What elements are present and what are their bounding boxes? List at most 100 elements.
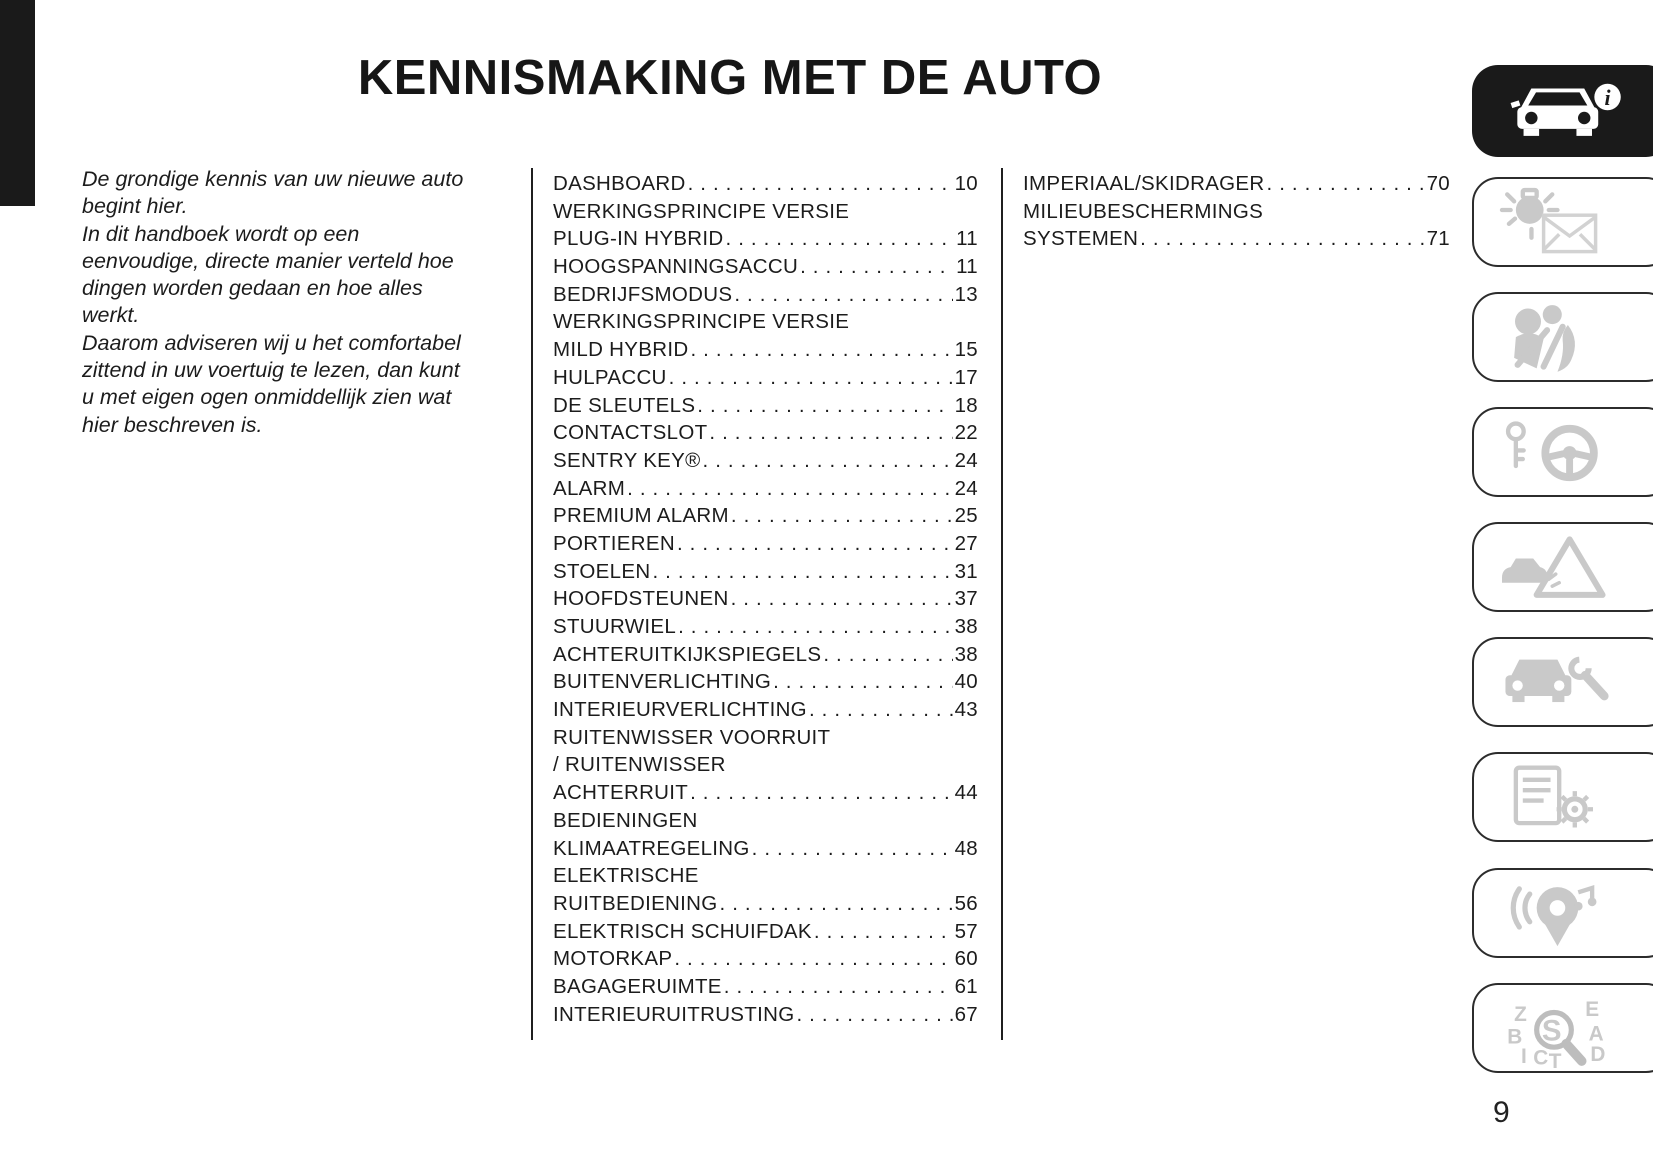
toc-entry-label: ACHTERRUIT	[553, 781, 689, 805]
chapter-button-emergency[interactable]	[1472, 522, 1653, 612]
toc-leader-dots	[678, 613, 953, 641]
toc-entry-page: 17	[954, 365, 978, 389]
toc-entry[interactable]: MILD HYBRID 15	[553, 336, 978, 364]
toc-entry-label: WERKINGSPRINCIPE VERSIE	[553, 310, 850, 334]
toc-leader-dots	[752, 835, 953, 863]
toc-entry-label: / RUITENWISSER	[553, 753, 726, 777]
toc-entry[interactable]: PLUG-IN HYBRID 11	[553, 225, 978, 253]
toc-leader-dots	[720, 890, 953, 918]
toc-entry[interactable]: MILIEUBESCHERMINGS	[1023, 198, 1450, 226]
toc-entry[interactable]: SYSTEMEN 71	[1023, 225, 1450, 253]
toc-entry[interactable]: STOELEN 31	[553, 558, 978, 586]
toc-entry-page: 48	[954, 836, 978, 860]
multimedia-icon	[1510, 885, 1597, 947]
toc-divider-right	[1001, 168, 1003, 1040]
toc-entry-label: BUITENVERLICHTING	[553, 670, 772, 694]
toc-entry[interactable]: STUURWIEL 38	[553, 613, 978, 641]
toc-entry-label: BAGAGERUIMTE	[553, 974, 722, 998]
toc-entry[interactable]: SENTRY KEY® 24	[553, 447, 978, 475]
toc-entry-page: 44	[954, 781, 978, 805]
toc-entry-page: 15	[954, 338, 978, 362]
toc-entry-page: 71	[1426, 227, 1450, 251]
chapter-button-warning-lights-messages[interactable]	[1472, 177, 1653, 267]
toc-entry[interactable]: KLIMAATREGELING 48	[553, 835, 978, 863]
intro-line: In dit handboek wordt op een	[82, 221, 360, 246]
toc-entry-label: WERKINGSPRINCIPE VERSIE	[553, 199, 850, 223]
toc-entry[interactable]: ELEKTRISCH SCHUIFDAK 57	[553, 918, 978, 946]
toc-entry[interactable]: BEDIENINGEN	[553, 807, 978, 835]
chapter-button-servicing-and-maintenance[interactable]	[1472, 637, 1653, 727]
warning-lights-messages-icon	[1499, 187, 1598, 254]
toc-entry-label: SENTRY KEY®	[553, 448, 701, 472]
chapter-button-starting-and-driving[interactable]	[1472, 407, 1653, 497]
toc-entry[interactable]: PREMIUM ALARM 25	[553, 502, 978, 530]
svg-text:T: T	[1549, 1050, 1562, 1068]
toc-entry[interactable]: BAGAGERUIMTE 61	[553, 973, 978, 1001]
toc-leader-dots	[690, 336, 952, 364]
toc-entry[interactable]: MOTORKAP 60	[553, 945, 978, 973]
chapter-button-safety[interactable]	[1472, 292, 1653, 382]
toc-entry[interactable]: CONTACTSLOT 22	[553, 419, 978, 447]
intro-line: dingen worden gedaan en hoe alles	[82, 276, 423, 301]
toc-entry-page: 37	[954, 587, 978, 611]
toc-entry[interactable]: DE SLEUTELS 18	[553, 392, 978, 420]
toc-leader-dots	[709, 419, 952, 447]
svg-text:C: C	[1533, 1047, 1548, 1068]
toc-entry[interactable]: INTERIEURUITRUSTING 67	[553, 1001, 978, 1029]
toc-entry[interactable]: PORTIEREN 27	[553, 530, 978, 558]
toc-entry-page: 11	[956, 227, 978, 251]
toc-entry-label: HOOFDSTEUNEN	[553, 587, 729, 611]
toc-leader-dots	[703, 447, 953, 475]
toc-entry-page: 22	[954, 421, 978, 445]
active-chapter-tab[interactable]: i	[1472, 65, 1653, 157]
toc-entry[interactable]: HOOGSPANNINGSACCU 11	[553, 253, 978, 281]
toc-entry-page: 27	[954, 531, 978, 555]
toc-entry-label: RUITBEDIENING	[553, 891, 718, 915]
toc-entry-label: BEDRIJFSMODUS	[553, 282, 733, 306]
toc-entry[interactable]: HOOFDSTEUNEN 37	[553, 585, 978, 613]
toc-divider-left	[531, 168, 533, 1040]
toc-leader-dots	[731, 585, 953, 613]
intro-line: De grondige kennis van uw nieuwe auto	[82, 167, 464, 191]
toc-entry[interactable]: ACHTERRUIT 44	[553, 779, 978, 807]
page-title: KENNISMAKING MET DE AUTO	[357, 51, 1103, 105]
toc-leader-dots	[1267, 170, 1425, 198]
toc-entry[interactable]: ACHTERUITKIJKSPIEGELS 38	[553, 641, 978, 669]
toc-leader-dots	[800, 253, 954, 281]
toc-entry[interactable]: WERKINGSPRINCIPE VERSIE	[553, 198, 978, 226]
toc-entry[interactable]: BUITENVERLICHTING 40	[553, 668, 978, 696]
toc-entry-label: ELEKTRISCH SCHUIFDAK	[553, 919, 812, 943]
toc-entry[interactable]: ELEKTRISCHE	[553, 862, 978, 890]
toc-leader-dots	[796, 1001, 952, 1029]
toc-entry[interactable]: WERKINGSPRINCIPE VERSIE	[553, 308, 978, 336]
toc-entry[interactable]: DASHBOARD 10	[553, 170, 978, 198]
toc-leader-dots	[677, 530, 953, 558]
toc-leader-dots	[773, 668, 952, 696]
toc-leader-dots	[731, 502, 953, 530]
toc-entry-label: DASHBOARD	[553, 172, 686, 195]
toc-entry-label: BEDIENINGEN	[553, 808, 698, 832]
toc-leader-dots	[726, 225, 955, 253]
svg-text:E: E	[1585, 998, 1599, 1021]
toc-entry[interactable]: RUITENWISSER VOORRUIT	[553, 724, 978, 752]
chapter-button-technical-data[interactable]	[1472, 752, 1653, 842]
toc-entry-page: 38	[954, 615, 978, 638]
toc-entry-label: MOTORKAP	[553, 947, 673, 971]
toc-entry[interactable]: BEDRIJFSMODUS 13	[553, 281, 978, 309]
toc-entry-label: SYSTEMEN	[1023, 227, 1139, 251]
toc-entry[interactable]: ALARM 24	[553, 475, 978, 503]
toc-leader-dots	[674, 945, 952, 973]
toc-entry[interactable]: RUITBEDIENING 56	[553, 890, 978, 918]
toc-entry[interactable]: IMPERIAAL/SKIDRAGER 70	[1023, 170, 1450, 198]
toc-entry-label: PLUG-IN HYBRID	[553, 227, 724, 251]
toc-entry-label: INTERIEURUITRUSTING	[553, 1002, 795, 1026]
intro-text: De grondige kennis van uw nieuwe auto beg…	[82, 166, 522, 439]
toc-entry[interactable]: / RUITENWISSER	[553, 751, 978, 779]
toc-entry[interactable]: HULPACCU 17	[553, 364, 978, 392]
toc-leader-dots	[690, 779, 952, 807]
car-info-icon: i	[1510, 83, 1621, 136]
chapter-button-multimedia[interactable]	[1472, 868, 1653, 958]
toc-entry[interactable]: INTERIEURVERLICHTING 43	[553, 696, 978, 724]
